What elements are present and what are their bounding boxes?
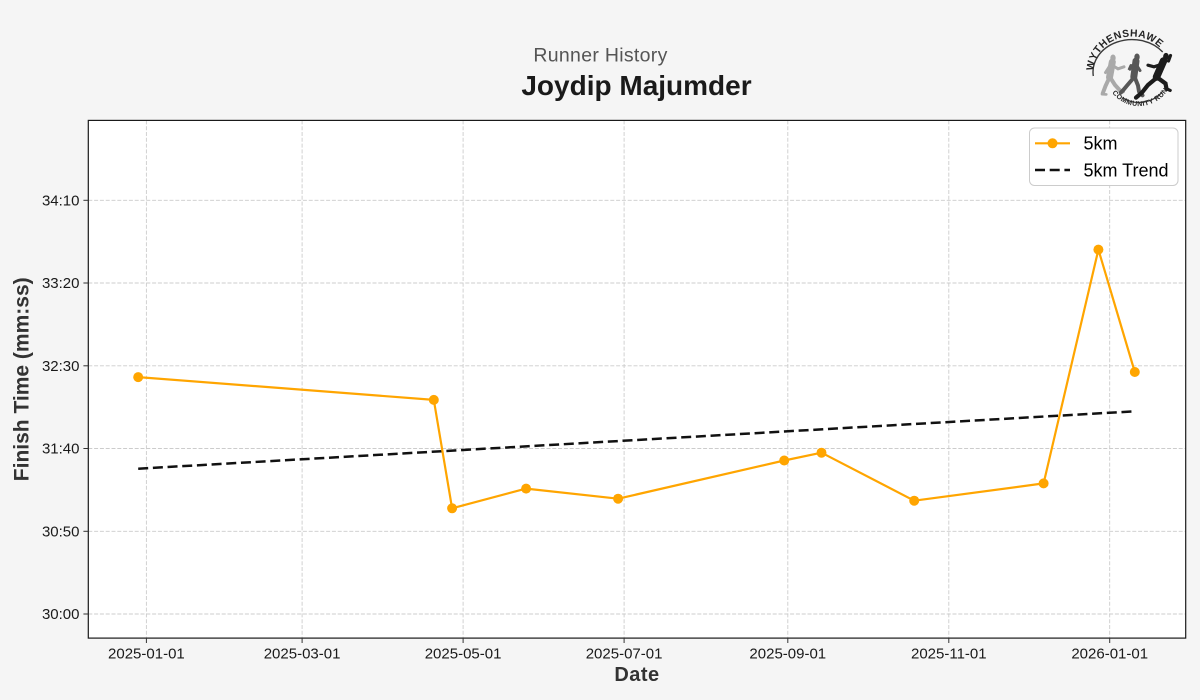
svg-text:34:10: 34:10 xyxy=(42,192,80,209)
svg-text:2025-01-01: 2025-01-01 xyxy=(108,646,185,663)
svg-text:2025-03-01: 2025-03-01 xyxy=(264,646,341,663)
svg-text:5km: 5km xyxy=(1084,134,1118,154)
svg-text:2025-11-01: 2025-11-01 xyxy=(911,646,987,663)
svg-text:2025-07-01: 2025-07-01 xyxy=(586,646,663,663)
svg-text:2026-01-01: 2026-01-01 xyxy=(1071,646,1148,663)
svg-text:30:00: 30:00 xyxy=(42,606,80,623)
svg-text:2025-09-01: 2025-09-01 xyxy=(749,646,826,663)
svg-text:30:50: 30:50 xyxy=(42,523,80,540)
svg-text:Joydip Majumder: Joydip Majumder xyxy=(521,70,751,101)
svg-text:Runner History: Runner History xyxy=(533,45,667,67)
svg-text:Finish Time (mm:ss): Finish Time (mm:ss) xyxy=(11,277,34,481)
svg-text:33:20: 33:20 xyxy=(42,275,80,292)
svg-text:5km Trend: 5km Trend xyxy=(1084,160,1169,180)
svg-text:31:40: 31:40 xyxy=(42,441,80,458)
svg-text:32:30: 32:30 xyxy=(42,358,80,375)
svg-text:Date: Date xyxy=(614,664,659,686)
svg-text:2025-05-01: 2025-05-01 xyxy=(425,646,502,663)
